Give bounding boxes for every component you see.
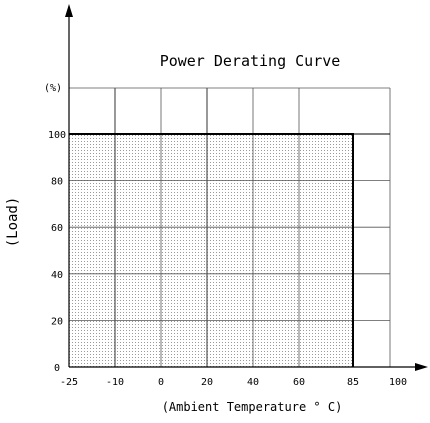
- x-axis-arrow: [415, 363, 428, 371]
- y-tick-label: 80: [51, 177, 63, 188]
- x-tick-label: -10: [106, 377, 124, 388]
- x-axis-label: (Ambient Temperature ° C): [162, 400, 343, 414]
- chart-title: Power Derating Curve: [160, 52, 341, 70]
- x-tick-label: 100: [389, 377, 407, 388]
- y-axis-arrow: [65, 4, 73, 17]
- y-tick-label: 0: [54, 363, 60, 374]
- x-tick-label: -25: [60, 377, 78, 388]
- y-tick-label: 60: [51, 223, 63, 234]
- y-tick-label: 100: [48, 130, 66, 141]
- x-tick-label: 0: [158, 377, 164, 388]
- y-tick-label: 40: [51, 270, 63, 281]
- x-tick-label: 85: [347, 377, 359, 388]
- x-tick-label: 60: [293, 377, 305, 388]
- y-axis-unit: (%): [44, 83, 62, 94]
- operating-area-fill: [69, 134, 353, 367]
- x-tick-label: 20: [201, 377, 213, 388]
- y-tick-label: 20: [51, 316, 63, 327]
- y-axis-label: (Load): [5, 197, 21, 248]
- x-tick-label: 40: [247, 377, 259, 388]
